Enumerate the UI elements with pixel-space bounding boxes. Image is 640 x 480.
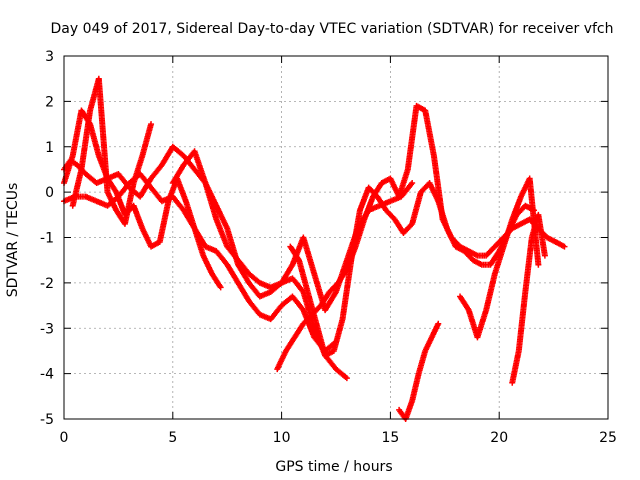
x-tick-label: 10 <box>273 430 291 446</box>
series-trace-4 <box>69 75 155 227</box>
y-tick-label: -2 <box>40 276 54 292</box>
series-trace-2 <box>61 170 339 354</box>
trace-marker <box>356 208 363 215</box>
axis-ticks: 0 5 10 15 20 25 -5 -4 -3 -2 -1 0 1 2 3 <box>40 49 617 446</box>
x-tick-label: 15 <box>381 430 399 446</box>
trace-marker <box>182 196 189 203</box>
y-tick-label: -5 <box>40 412 54 428</box>
trace-marker <box>517 195 524 202</box>
trace-marker <box>69 154 76 161</box>
trace-marker <box>199 251 206 258</box>
y-tick-label: -1 <box>40 231 54 247</box>
y-tick-label: 0 <box>45 185 54 201</box>
trace-marker <box>508 217 515 224</box>
trace-marker <box>408 399 415 406</box>
series-trace-7 <box>287 180 538 359</box>
trace-marker <box>360 217 367 224</box>
trace-marker <box>92 197 99 204</box>
trace-marker <box>212 214 219 221</box>
y-tick-label: 2 <box>45 94 54 110</box>
trace-marker <box>428 335 435 342</box>
trace-marker <box>491 272 498 279</box>
trace-marker <box>342 374 349 381</box>
trace-marker <box>95 151 102 158</box>
trace-marker <box>310 269 317 276</box>
x-tick-label: 5 <box>168 430 177 446</box>
trace-marker <box>104 187 111 194</box>
trace-marker <box>191 223 198 230</box>
trace-marker <box>130 181 137 188</box>
y-axis-label: SDTVAR / TECUs <box>5 183 21 298</box>
trace-marker <box>472 251 479 258</box>
trace-marker <box>165 199 172 206</box>
trace-marker <box>434 322 441 329</box>
trace-marker <box>443 223 450 230</box>
trace-marker <box>138 154 145 161</box>
trace-marker <box>312 319 319 326</box>
trace-marker <box>535 260 542 267</box>
x-tick-label: 0 <box>60 430 69 446</box>
trace-marker <box>541 251 548 258</box>
trace-marker <box>304 287 311 294</box>
y-tick-label: -3 <box>40 321 54 337</box>
x-tick-label: 25 <box>599 430 617 446</box>
trace-marker <box>421 349 428 356</box>
y-tick-label: -4 <box>40 367 54 383</box>
x-tick-label: 20 <box>490 430 508 446</box>
trace-marker <box>434 196 441 203</box>
trace-marker <box>374 203 381 210</box>
y-tick-label: 1 <box>45 140 54 156</box>
trace-marker <box>482 308 489 315</box>
plot-area <box>61 75 568 422</box>
trace-marker <box>477 260 484 267</box>
x-axis-label: GPS time / hours <box>275 459 392 475</box>
series-trace-8 <box>396 320 442 422</box>
trace-marker <box>138 223 145 230</box>
trace-marker <box>147 122 154 129</box>
trace-marker <box>216 283 223 290</box>
y-tick-label: 3 <box>45 49 54 65</box>
trace-marker <box>408 181 415 188</box>
trace-marker <box>201 178 208 185</box>
series-trace-10 <box>509 211 548 386</box>
trace-marker <box>415 372 422 379</box>
trace-marker <box>385 198 392 205</box>
trace-marker <box>500 245 507 252</box>
trace-marker <box>560 242 567 249</box>
trace-marker <box>223 223 230 230</box>
chart-title: Day 049 of 2017, Sidereal Day-to-day VTE… <box>50 21 613 37</box>
